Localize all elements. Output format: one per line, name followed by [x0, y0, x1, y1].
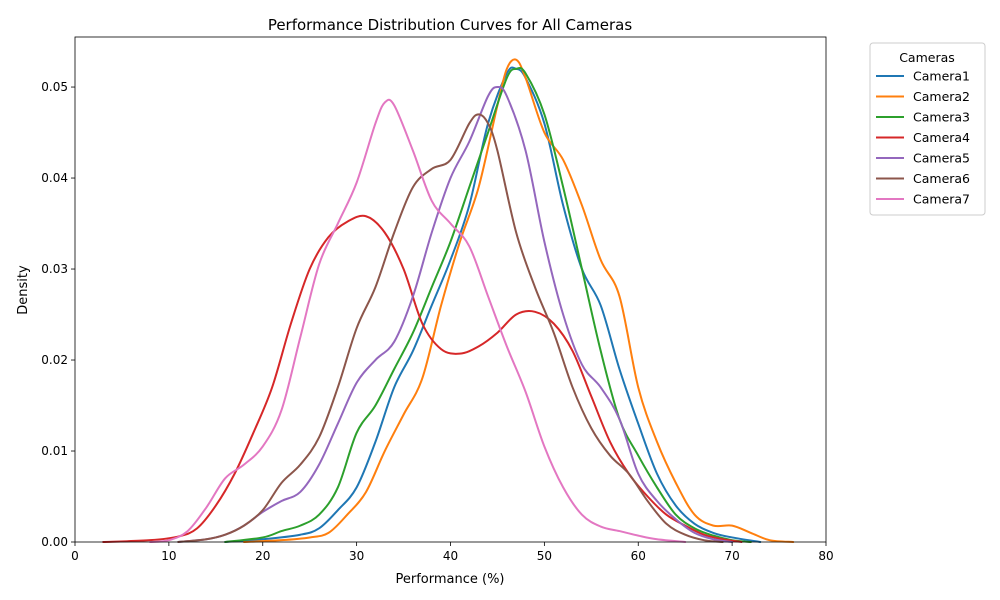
x-axis: 0 10 20 30 40 50 60 70 80	[71, 542, 834, 563]
x-tick-label: 70	[724, 549, 739, 563]
x-tick-label: 10	[161, 549, 176, 563]
series-line-camera7	[149, 98, 687, 543]
x-tick-label: 40	[443, 549, 458, 563]
y-axis: 0.00 0.01 0.02 0.03 0.04 0.05	[41, 80, 75, 549]
y-tick-label: 0.04	[41, 171, 68, 185]
legend: Cameras Camera1Camera2Camera3Camera4Came…	[869, 42, 986, 216]
x-tick-label: 30	[349, 549, 364, 563]
y-tick-label: 0.00	[41, 535, 68, 549]
series-line-camera3	[224, 66, 752, 543]
legend-label-camera2: Camera2	[913, 89, 970, 104]
legend-label-camera3: Camera3	[913, 110, 970, 125]
x-axis-title: Performance (%)	[395, 572, 504, 587]
y-tick-label: 0.02	[41, 353, 68, 367]
y-tick-label: 0.01	[41, 444, 68, 458]
legend-label-camera6: Camera6	[913, 171, 970, 186]
y-axis-title: Density	[16, 265, 31, 315]
y-tick-label: 0.05	[41, 80, 68, 94]
legend-label-camera5: Camera5	[913, 151, 970, 166]
series-line-camera2	[242, 58, 795, 543]
plot-frame	[74, 36, 827, 543]
legend-title: Cameras	[899, 50, 955, 65]
legend-label-camera7: Camera7	[913, 192, 970, 207]
series-line-camera4	[102, 214, 743, 543]
x-tick-label: 0	[71, 549, 79, 563]
legend-label-camera4: Camera4	[913, 130, 970, 145]
legend-label-camera1: Camera1	[913, 69, 970, 84]
y-tick-label: 0.03	[41, 262, 68, 276]
legend-items: Camera1 Camera2 Camera3 Camera4 Camera5 Camer…	[876, 69, 970, 207]
plot-lines	[102, 58, 795, 543]
series-line-camera5	[177, 85, 734, 543]
series-line-camera6	[177, 113, 724, 543]
legend-box	[869, 42, 986, 216]
x-tick-label: 50	[537, 549, 552, 563]
series-line-camera1	[224, 66, 762, 543]
x-tick-label: 80	[818, 549, 833, 563]
x-tick-label: 60	[631, 549, 646, 563]
x-tick-label: 20	[255, 549, 270, 563]
chart-title: Performance Distribution Curves for All …	[268, 16, 633, 34]
